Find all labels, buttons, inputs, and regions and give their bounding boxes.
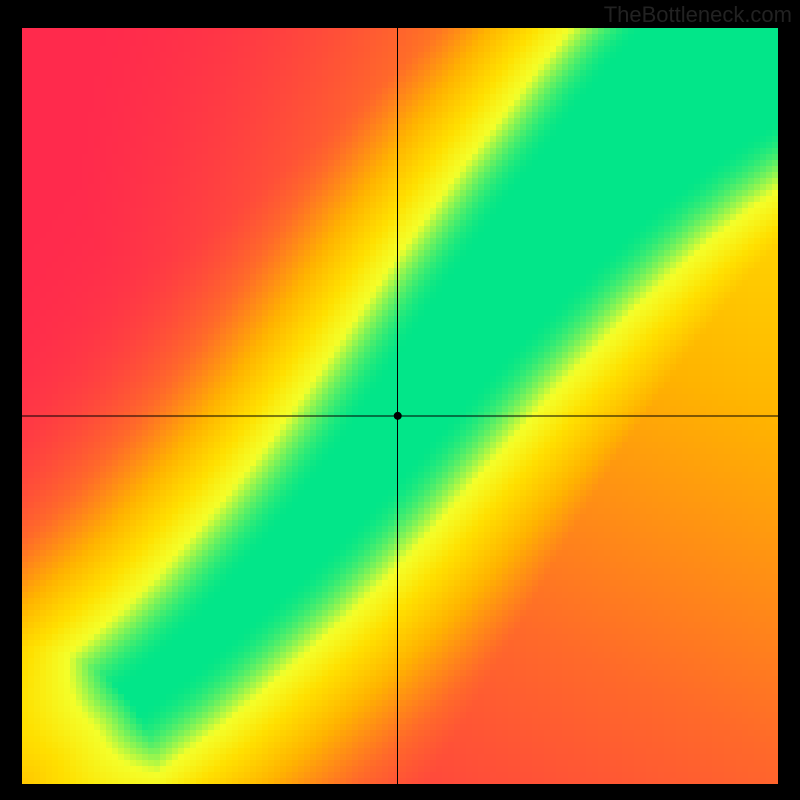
page-root: TheBottleneck.com [0,0,800,800]
heatmap-plot [22,28,778,784]
heatmap-canvas [22,28,778,784]
watermark-text: TheBottleneck.com [604,2,792,28]
